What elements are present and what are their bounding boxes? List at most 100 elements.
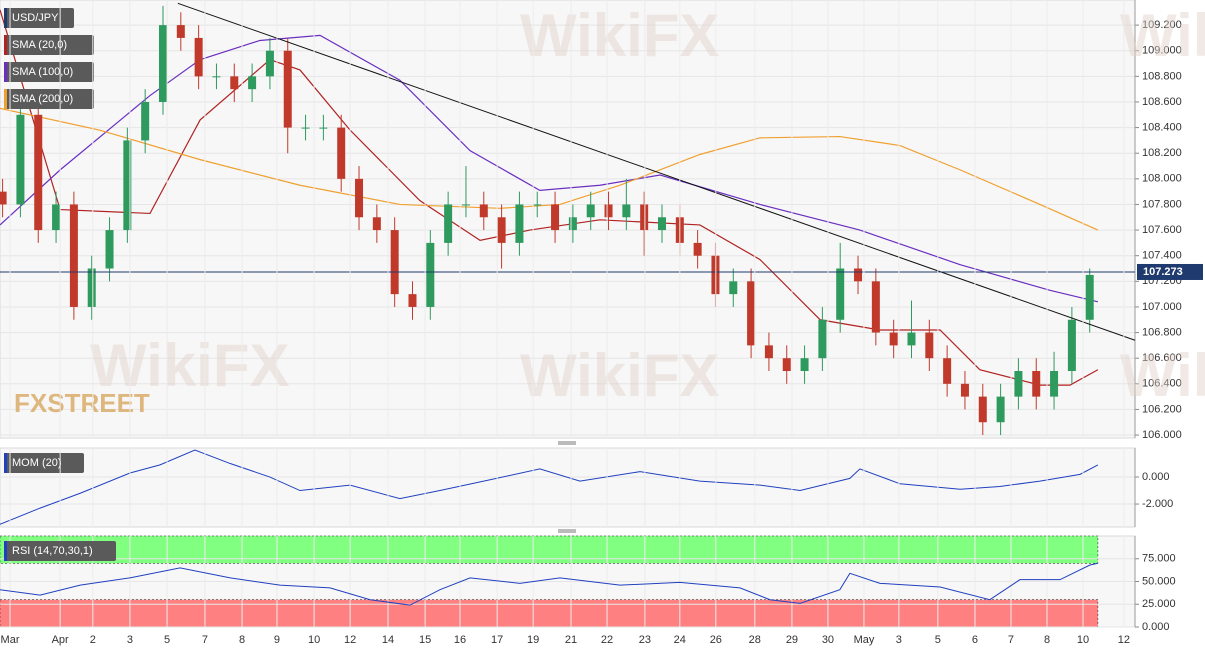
candle-body <box>390 230 399 295</box>
legend-box <box>4 541 116 561</box>
candle-body <box>925 332 934 359</box>
candle-body <box>123 140 132 231</box>
watermark: WikiFX <box>90 332 289 399</box>
legend-box <box>4 62 94 82</box>
legend-label: MOM (20) <box>12 457 62 469</box>
x-tick-label: 26 <box>710 634 722 646</box>
x-tick-label: 5 <box>935 634 941 646</box>
candle-body <box>1050 370 1059 397</box>
y-tick-label: 106.400 <box>1142 378 1182 390</box>
candle-body <box>515 204 524 243</box>
candle-body <box>34 114 43 231</box>
candle-body <box>782 358 791 371</box>
legend-box <box>4 89 94 109</box>
candle-body <box>355 178 364 218</box>
x-tick-label: 28 <box>749 634 761 646</box>
y-tick-label: -2.000 <box>1142 498 1173 510</box>
candle-body <box>319 127 328 129</box>
candle-body <box>52 204 61 231</box>
indicator-line <box>0 449 1099 525</box>
candle-body <box>87 268 96 307</box>
candle-body <box>693 242 702 256</box>
candle-body <box>16 114 25 205</box>
watermark: WikiFX <box>1120 2 1205 69</box>
x-tick-label: 7 <box>1008 634 1014 646</box>
y-tick-label: 109.000 <box>1142 45 1182 57</box>
legend-swatch <box>4 62 7 82</box>
x-tick-label: 15 <box>419 634 431 646</box>
candle-body <box>105 230 114 269</box>
watermark: WikiFX <box>520 342 719 409</box>
legend-swatch <box>4 453 7 473</box>
x-tick-label: 23 <box>639 634 651 646</box>
candle-body <box>337 127 346 179</box>
y-tick-label: 108.200 <box>1142 147 1182 159</box>
candle-body <box>978 396 987 423</box>
candle-body <box>836 268 845 320</box>
legend-box <box>4 453 84 473</box>
panel-handle <box>558 441 576 445</box>
x-tick-label: 10 <box>308 634 320 646</box>
candle-body <box>996 396 1005 423</box>
x-tick-label: Apr <box>52 634 69 646</box>
y-tick-label: 108.400 <box>1142 122 1182 134</box>
candle-body <box>800 358 809 371</box>
y-tick-label: 107.400 <box>1142 250 1182 262</box>
x-tick-label: 8 <box>239 634 245 646</box>
candle-body <box>0 191 7 205</box>
y-tick-label: 106.200 <box>1142 403 1182 415</box>
watermark: WikiFX <box>1120 342 1205 409</box>
candle-body <box>1014 370 1023 397</box>
candle-body <box>372 217 381 231</box>
candle-body <box>818 319 827 359</box>
x-tick-label: 9 <box>274 634 280 646</box>
legend-label: SMA (20,0) <box>12 39 67 51</box>
x-tick-label: 22 <box>601 634 613 646</box>
candle-body <box>426 242 435 307</box>
candle-body <box>604 204 613 218</box>
y-tick-label: 106.600 <box>1142 352 1182 364</box>
candle-body <box>764 345 773 359</box>
candle-body <box>586 204 595 218</box>
y-tick-label: 75.000 <box>1142 553 1176 565</box>
candle-body <box>854 268 863 282</box>
candle-body <box>729 281 738 295</box>
x-tick-label: 10 <box>1077 634 1089 646</box>
panel-bg <box>0 447 1136 528</box>
candle-body <box>461 204 470 206</box>
x-tick-label: 6 <box>972 634 978 646</box>
brand: FXSTREET <box>14 388 150 418</box>
candle-body <box>230 76 239 90</box>
candle-body <box>551 204 560 231</box>
candle-body <box>248 76 257 90</box>
legend-swatch <box>4 89 7 109</box>
x-tick-label: 29 <box>786 634 798 646</box>
x-tick-label: Mar <box>1 634 20 646</box>
watermark: WikiFX <box>520 2 719 69</box>
candle-body <box>889 332 898 346</box>
candle-body <box>1032 370 1041 397</box>
last-price-label: 107.273 <box>1143 266 1183 278</box>
candle-body <box>69 204 78 307</box>
y-tick-label: 0.000 <box>1142 471 1170 483</box>
candle-body <box>943 358 952 384</box>
y-tick-label: 107.800 <box>1142 198 1182 210</box>
y-tick-label: 0.000 <box>1142 621 1170 633</box>
y-tick-label: 50.000 <box>1142 575 1176 587</box>
candle-body <box>265 50 274 77</box>
x-tick-label: 19 <box>527 634 539 646</box>
legend-box <box>4 8 74 28</box>
x-tick-label: 16 <box>454 634 466 646</box>
x-tick-label: 30 <box>822 634 834 646</box>
y-tick-label: 108.800 <box>1142 70 1182 82</box>
legend-label: USD/JPY <box>12 12 59 24</box>
candle-body <box>640 204 649 231</box>
y-tick-label: 107.000 <box>1142 301 1182 313</box>
legend-label: SMA (200,0) <box>12 93 73 105</box>
candle-body <box>176 25 185 38</box>
x-tick-label: 17 <box>491 634 503 646</box>
indicator-line <box>0 562 1098 606</box>
x-tick-label: May <box>854 634 875 646</box>
